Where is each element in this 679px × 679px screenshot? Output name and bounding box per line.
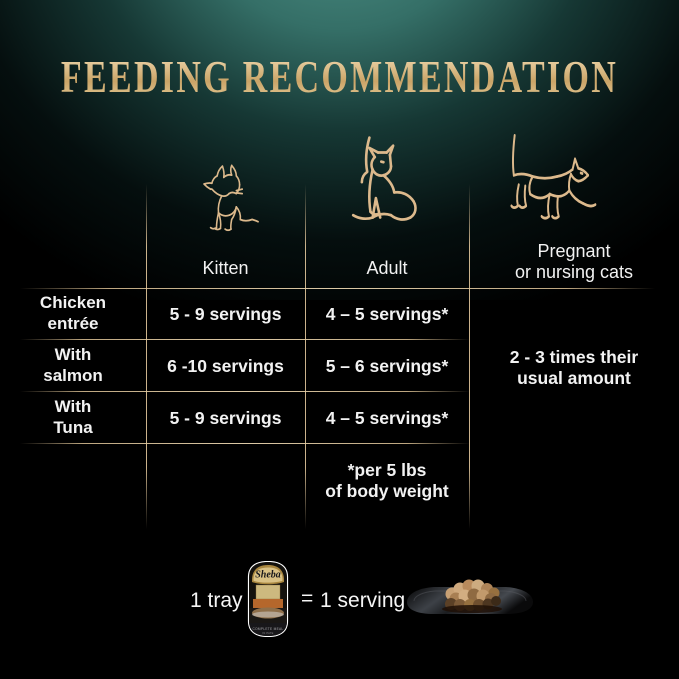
svg-text:COMPLETE MEAL: COMPLETE MEAL xyxy=(253,627,284,631)
svg-text:Sheba: Sheba xyxy=(255,570,281,581)
svg-text:IN PATE: IN PATE xyxy=(262,631,273,635)
